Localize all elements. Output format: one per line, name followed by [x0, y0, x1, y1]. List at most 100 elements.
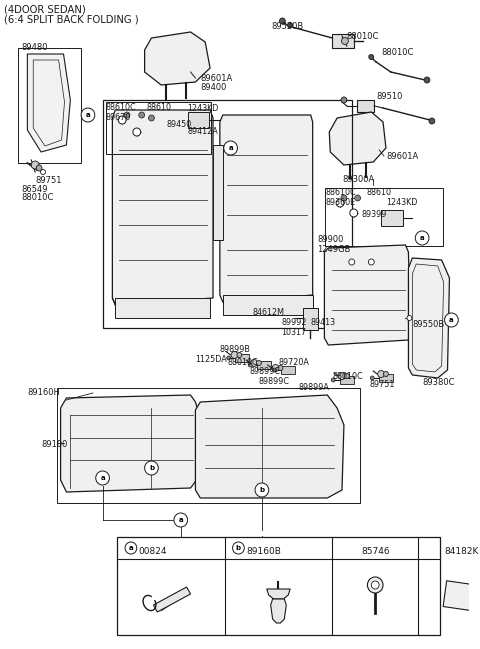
Text: (4DOOR SEDAN): (4DOOR SEDAN) [4, 4, 85, 14]
Circle shape [133, 128, 141, 136]
Circle shape [255, 483, 269, 497]
Circle shape [345, 374, 349, 378]
Circle shape [81, 108, 95, 122]
Text: 1125DA: 1125DA [195, 355, 227, 364]
Text: 86549: 86549 [22, 185, 48, 194]
Polygon shape [27, 54, 71, 152]
Circle shape [341, 195, 347, 201]
Text: 88610C: 88610C [106, 103, 136, 112]
Circle shape [444, 313, 458, 327]
Bar [117, 537, 440, 635]
Circle shape [272, 365, 279, 371]
Bar [303, 308, 318, 330]
Text: (6:4 SPLIT BACK FOLDING ): (6:4 SPLIT BACK FOLDING ) [4, 14, 139, 24]
Circle shape [369, 55, 374, 60]
Circle shape [429, 118, 435, 124]
Text: 1243KD: 1243KD [188, 104, 219, 113]
Circle shape [118, 116, 126, 124]
Circle shape [125, 542, 137, 554]
Text: 89360E: 89360E [325, 198, 356, 207]
Circle shape [251, 360, 257, 367]
Circle shape [349, 259, 355, 265]
Text: a: a [179, 517, 183, 523]
Circle shape [355, 195, 360, 201]
Circle shape [273, 368, 276, 372]
Polygon shape [408, 258, 449, 378]
Circle shape [174, 513, 188, 527]
Text: a: a [449, 317, 454, 323]
Circle shape [338, 373, 346, 380]
Polygon shape [112, 110, 213, 305]
Text: 89100: 89100 [41, 440, 67, 449]
Text: 89899B: 89899B [220, 345, 251, 354]
Circle shape [256, 360, 262, 365]
Circle shape [371, 376, 374, 380]
Bar [18, 48, 81, 163]
Polygon shape [324, 245, 410, 345]
Polygon shape [213, 145, 223, 240]
Text: 89550B: 89550B [412, 320, 444, 329]
Circle shape [378, 371, 384, 378]
Text: 89720A: 89720A [278, 358, 309, 367]
Circle shape [36, 165, 42, 171]
Circle shape [367, 577, 383, 593]
Bar [57, 388, 360, 503]
Polygon shape [60, 395, 200, 492]
Circle shape [248, 363, 252, 367]
Bar [443, 581, 478, 611]
Bar [188, 112, 209, 128]
Text: 84612M: 84612M [252, 308, 284, 317]
Text: 89450: 89450 [166, 120, 192, 129]
Circle shape [144, 461, 158, 475]
Circle shape [96, 471, 109, 485]
Text: 1243KD: 1243KD [386, 198, 417, 207]
Polygon shape [329, 112, 386, 165]
Circle shape [279, 18, 285, 24]
Circle shape [139, 112, 144, 118]
Polygon shape [195, 395, 344, 498]
Text: 88010C: 88010C [347, 32, 379, 41]
Circle shape [341, 97, 347, 103]
Circle shape [341, 38, 348, 45]
Circle shape [231, 352, 238, 358]
Bar [325, 188, 443, 246]
Bar [236, 354, 249, 362]
Circle shape [415, 231, 429, 245]
Text: 89412A: 89412A [188, 127, 218, 136]
Circle shape [124, 112, 130, 118]
Circle shape [227, 356, 230, 360]
Text: 88610: 88610 [366, 188, 391, 197]
Circle shape [278, 365, 283, 371]
Bar [281, 366, 295, 374]
Text: 88010C: 88010C [332, 372, 363, 381]
Text: a: a [85, 112, 90, 118]
Bar [106, 102, 211, 154]
Text: 88610: 88610 [146, 103, 171, 112]
Text: 89160B: 89160B [246, 548, 281, 556]
Text: a: a [420, 235, 424, 241]
Polygon shape [144, 32, 210, 85]
Circle shape [331, 378, 335, 382]
Polygon shape [267, 589, 290, 599]
Text: b: b [149, 465, 154, 471]
Text: 89520B: 89520B [272, 22, 304, 31]
Text: 00824: 00824 [139, 548, 167, 556]
Bar [379, 374, 393, 382]
Circle shape [336, 199, 344, 207]
Bar [223, 295, 312, 315]
Polygon shape [154, 587, 191, 612]
Text: 89380C: 89380C [422, 378, 455, 387]
Text: 88010C: 88010C [227, 358, 258, 367]
Text: 89400: 89400 [200, 83, 227, 92]
Bar [381, 210, 403, 226]
Bar [340, 376, 354, 384]
Text: 89751: 89751 [35, 176, 61, 185]
Polygon shape [220, 115, 312, 302]
Circle shape [407, 315, 412, 321]
Text: 88610C: 88610C [325, 188, 356, 197]
Circle shape [232, 542, 244, 554]
Circle shape [424, 77, 430, 83]
Circle shape [237, 352, 242, 358]
Circle shape [288, 23, 293, 27]
Text: a: a [129, 545, 133, 551]
